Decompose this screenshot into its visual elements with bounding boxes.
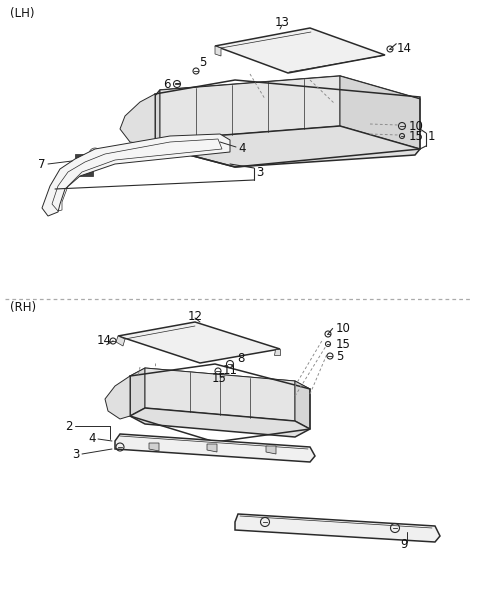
- Text: 13: 13: [275, 16, 289, 28]
- Polygon shape: [340, 76, 420, 149]
- Text: 3: 3: [72, 448, 79, 460]
- Text: 5: 5: [199, 57, 206, 69]
- Polygon shape: [274, 349, 280, 355]
- Polygon shape: [235, 514, 440, 542]
- Text: 15: 15: [212, 373, 227, 385]
- Text: 3: 3: [256, 165, 264, 179]
- Text: 10: 10: [336, 321, 351, 335]
- FancyBboxPatch shape: [75, 154, 93, 164]
- Text: 5: 5: [336, 350, 343, 362]
- Text: 9: 9: [400, 538, 408, 550]
- Polygon shape: [130, 368, 310, 397]
- Text: 12: 12: [188, 309, 203, 323]
- Text: 11: 11: [223, 364, 238, 378]
- Polygon shape: [266, 446, 276, 454]
- Polygon shape: [155, 90, 160, 146]
- Polygon shape: [207, 444, 217, 452]
- Text: 7: 7: [38, 158, 46, 170]
- Polygon shape: [295, 381, 310, 429]
- Text: 2: 2: [65, 420, 72, 432]
- Polygon shape: [118, 322, 280, 363]
- Text: 8: 8: [237, 353, 244, 365]
- Polygon shape: [145, 368, 295, 421]
- FancyBboxPatch shape: [75, 166, 93, 176]
- Polygon shape: [42, 134, 230, 216]
- Polygon shape: [120, 94, 155, 146]
- Text: 14: 14: [97, 333, 112, 347]
- Text: (RH): (RH): [10, 301, 36, 313]
- Polygon shape: [155, 126, 420, 167]
- Text: 14: 14: [397, 42, 412, 56]
- Polygon shape: [215, 28, 385, 73]
- Polygon shape: [115, 434, 315, 462]
- Polygon shape: [130, 368, 145, 416]
- Polygon shape: [105, 376, 130, 419]
- Polygon shape: [155, 76, 420, 117]
- Polygon shape: [149, 443, 159, 451]
- Text: (LH): (LH): [10, 7, 35, 21]
- Text: 15: 15: [336, 338, 351, 350]
- Text: 6: 6: [163, 77, 170, 91]
- Text: 10: 10: [409, 120, 424, 132]
- Text: 15: 15: [409, 129, 424, 143]
- Polygon shape: [215, 46, 221, 56]
- Text: 4: 4: [88, 432, 96, 446]
- Polygon shape: [116, 336, 125, 346]
- Text: 4: 4: [238, 143, 245, 155]
- Polygon shape: [130, 408, 310, 437]
- Polygon shape: [160, 76, 340, 140]
- Text: 1: 1: [428, 129, 435, 143]
